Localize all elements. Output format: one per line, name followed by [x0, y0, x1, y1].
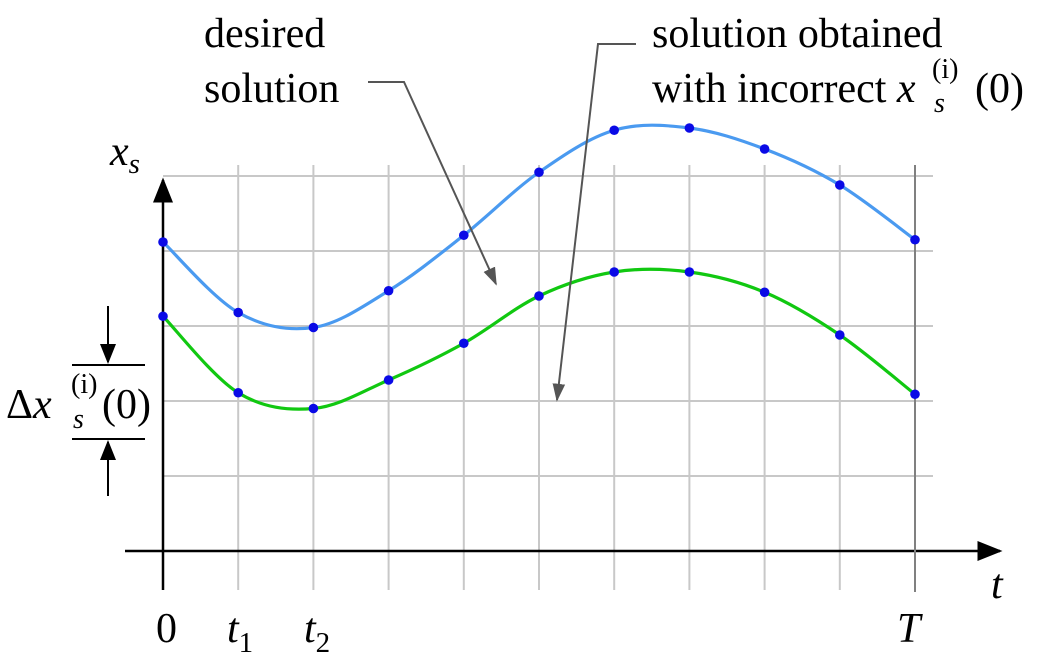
obtained-solution-label-line1: solution obtained [652, 11, 942, 57]
y-axis-label: xs [109, 129, 140, 180]
desired-sample-point [459, 230, 469, 241]
obtained-sample-point [308, 403, 319, 414]
tick-label-t2: t2 [304, 606, 330, 659]
obtained-solution-label-arg: (0) [975, 66, 1024, 112]
desired-solution-pointer [368, 81, 497, 286]
obtained-sample-point [684, 267, 695, 277]
obtained-sample-point [534, 291, 544, 301]
delta-label-sub: s [73, 404, 84, 435]
desired-solution-label-line1: desired [204, 11, 325, 57]
delta-label-main: Δx [6, 382, 52, 428]
tick-label-t1: t1 [227, 606, 253, 659]
grid [163, 165, 933, 590]
delta-label-arg: (0) [102, 382, 151, 428]
obtained-solution-label-sup: (i) [932, 54, 958, 85]
obtained-sample-point [233, 387, 243, 398]
desired-sample-point [383, 285, 394, 296]
desired-sample-point [308, 322, 319, 333]
desired-sample-point [609, 125, 619, 136]
tick-label-T: T [897, 606, 923, 652]
delta-label-sup: (i) [71, 369, 97, 400]
desired-sample-point [534, 167, 544, 178]
obtained-sample-point [759, 287, 770, 298]
tick-label-origin: 0 [156, 606, 177, 652]
obtained-sample-point [835, 330, 845, 340]
obtained-sample-point [158, 311, 168, 322]
desired-sample-point [684, 123, 695, 133]
obtained-solution-label-line2: with incorrect x [652, 66, 916, 112]
desired-sample-point [835, 180, 845, 190]
obtained-sample-point [910, 389, 920, 400]
obtained-sample-point [383, 375, 394, 385]
obtained-solution-label-sub: s [934, 88, 945, 119]
obtained-solution-pointer [552, 43, 636, 402]
desired-sample-point [910, 234, 920, 245]
sample-points [158, 123, 920, 414]
obtained-sample-point [609, 267, 619, 277]
x-axis-label: t [991, 562, 1004, 608]
obtained-sample-point [459, 338, 469, 349]
desired-sample-point [759, 144, 770, 154]
desired-solution-label-line2: solution [204, 66, 339, 112]
desired-sample-point [158, 237, 168, 247]
desired-sample-point [233, 307, 243, 318]
